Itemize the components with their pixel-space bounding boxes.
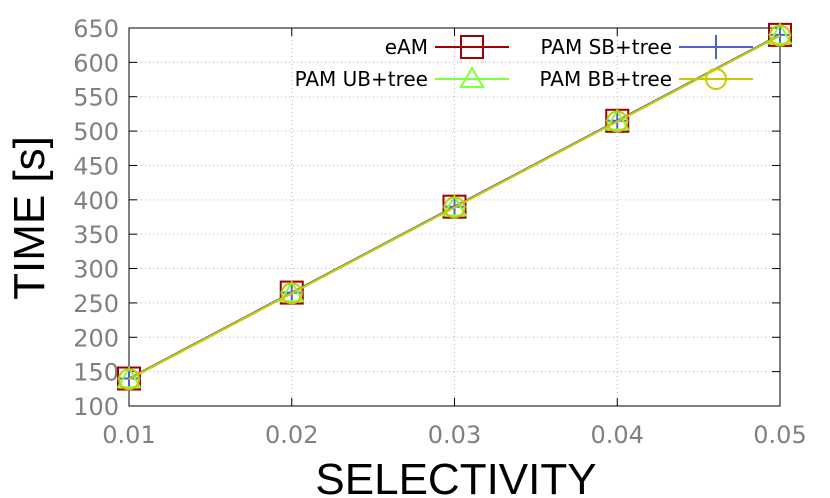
plot-frame — [128, 27, 781, 407]
x-axis-title: SELECTIVITY — [315, 455, 596, 498]
y-tick-label: 350 — [73, 221, 119, 249]
legend-label: PAM SB+tree — [541, 35, 672, 59]
legend-label: PAM UB+tree — [295, 67, 428, 91]
y-tick-label: 300 — [73, 256, 119, 284]
circle-marker — [606, 110, 629, 133]
triangle-marker — [604, 108, 630, 131]
x-tick-label: 0.05 — [753, 421, 806, 449]
legend-label: eAM — [385, 35, 428, 59]
legend: eAM PAM SB+tree PAM UB+tree PAM BB+tree — [295, 35, 753, 91]
y-tick-label: 150 — [73, 359, 119, 387]
y-tick-label: 100 — [73, 393, 119, 421]
data-series — [116, 22, 793, 391]
y-tick-label: 500 — [73, 118, 119, 146]
plus-marker — [704, 35, 728, 59]
circle-marker — [769, 24, 791, 47]
y-tick-label: 400 — [73, 187, 119, 215]
x-tick-labels: 0.01 0.02 0.03 0.04 0.05 — [102, 421, 806, 449]
x-tick-label: 0.02 — [265, 421, 318, 449]
y-tick-label: 200 — [73, 324, 119, 352]
triangle-marker — [459, 66, 485, 88]
legend-label: PAM BB+tree — [539, 67, 672, 91]
x-tick-label: 0.04 — [591, 421, 644, 449]
triangle-marker — [767, 22, 793, 45]
circle-marker — [443, 196, 466, 219]
x-tick-label: 0.01 — [102, 421, 155, 449]
y-tick-label: 450 — [73, 152, 119, 180]
y-axis-title: TIME [s] — [5, 136, 54, 300]
y-tick-label: 250 — [73, 290, 119, 318]
circle-marker — [118, 368, 140, 391]
triangle-marker — [441, 194, 468, 217]
triangle-marker — [279, 280, 305, 303]
y-tick-label: 550 — [73, 84, 119, 112]
x-tick-label: 0.03 — [428, 421, 481, 449]
triangle-marker — [116, 366, 142, 389]
y-tick-label: 650 — [73, 15, 119, 43]
grid-lines — [128, 27, 781, 407]
y-tick-label: 600 — [73, 49, 119, 77]
series-line — [128, 34, 781, 381]
y-tick-labels: 100 150 200 250 300 350 400 450 500 550 600 650 — [73, 15, 119, 421]
square-marker — [460, 35, 484, 59]
circle-marker — [705, 68, 727, 90]
circle-marker — [280, 282, 303, 305]
